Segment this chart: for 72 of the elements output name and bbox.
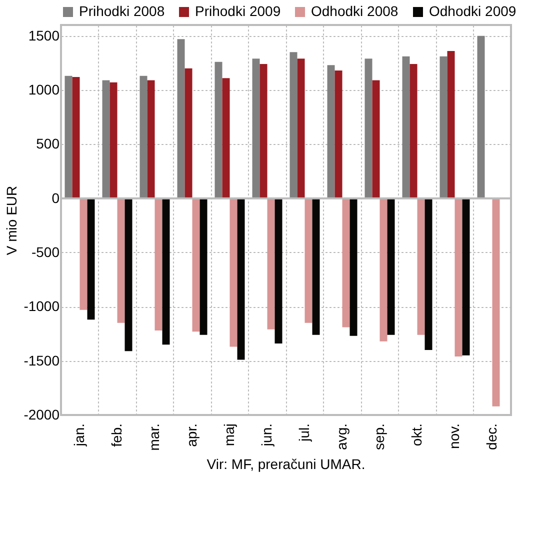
y-axis-title: V mio EUR — [4, 186, 20, 256]
bar — [402, 56, 410, 198]
y-tick-label: 1500 — [28, 27, 60, 44]
bar — [260, 64, 268, 198]
bar — [64, 76, 72, 198]
bar — [102, 80, 110, 198]
bar — [364, 58, 372, 198]
y-tick-label: 500 — [36, 136, 60, 152]
bar — [237, 198, 245, 360]
bar — [312, 198, 320, 335]
x-tick-label: apr. — [183, 424, 200, 447]
bar — [334, 70, 342, 198]
bar — [380, 198, 388, 342]
bar — [230, 198, 238, 347]
bar — [424, 198, 432, 350]
bar — [492, 198, 500, 406]
bar — [80, 198, 88, 310]
bar — [417, 198, 425, 335]
bar — [350, 198, 358, 336]
bar — [154, 198, 162, 330]
bar — [387, 198, 395, 335]
bar — [447, 51, 455, 198]
x-tick-label: mar. — [146, 424, 162, 451]
bar — [162, 198, 170, 345]
y-tick-label: -1000 — [24, 298, 60, 314]
y-tick-label: -500 — [31, 244, 60, 260]
bar — [274, 198, 282, 344]
x-tick-label: jan. — [70, 424, 87, 448]
bar — [184, 68, 192, 198]
bar — [410, 64, 418, 198]
bar — [462, 198, 470, 356]
legend-label: Prihodki 2008 — [79, 3, 165, 19]
bar — [267, 198, 275, 330]
bar — [342, 198, 350, 328]
bar — [200, 198, 208, 335]
legend-label: Odhodki 2009 — [429, 3, 516, 19]
bar — [72, 77, 80, 198]
bar — [304, 198, 312, 323]
bar — [140, 76, 148, 198]
text: Vir: MF, preračuni UMAR. — [206, 456, 366, 472]
bar — [440, 56, 448, 198]
legend-label: Odhodki 2008 — [311, 3, 398, 19]
bar — [214, 62, 222, 198]
bar — [252, 58, 260, 198]
x-tick-label: jun. — [258, 424, 274, 448]
y-tick-label: 1000 — [28, 82, 60, 98]
x-tick-label: jul. — [296, 424, 312, 442]
x-tick-label: sep. — [370, 424, 387, 450]
bar — [147, 80, 155, 198]
x-tick-label: avg. — [333, 424, 350, 450]
bar — [192, 198, 200, 332]
bar — [110, 82, 118, 198]
bar — [477, 36, 485, 198]
bar — [372, 80, 380, 198]
y-tick-label: 0 — [52, 190, 60, 206]
x-tick-label: nov. — [446, 424, 462, 449]
bar — [124, 198, 132, 352]
bar — [87, 198, 95, 320]
y-tick-label: -2000 — [24, 406, 60, 422]
bar — [290, 52, 298, 198]
bar — [117, 198, 125, 323]
x-tick-label: dec. — [483, 424, 500, 450]
bar — [297, 58, 305, 198]
x-tick-label: okt. — [408, 424, 424, 446]
x-tick-label: feb. — [108, 424, 124, 447]
bar — [454, 198, 462, 356]
legend-label: Prihodki 2009 — [195, 3, 281, 19]
x-tick-label: maj — [220, 424, 237, 446]
bar — [222, 78, 230, 198]
y-tick-label: -1500 — [24, 352, 60, 368]
bar — [327, 65, 335, 198]
bar — [177, 39, 185, 198]
